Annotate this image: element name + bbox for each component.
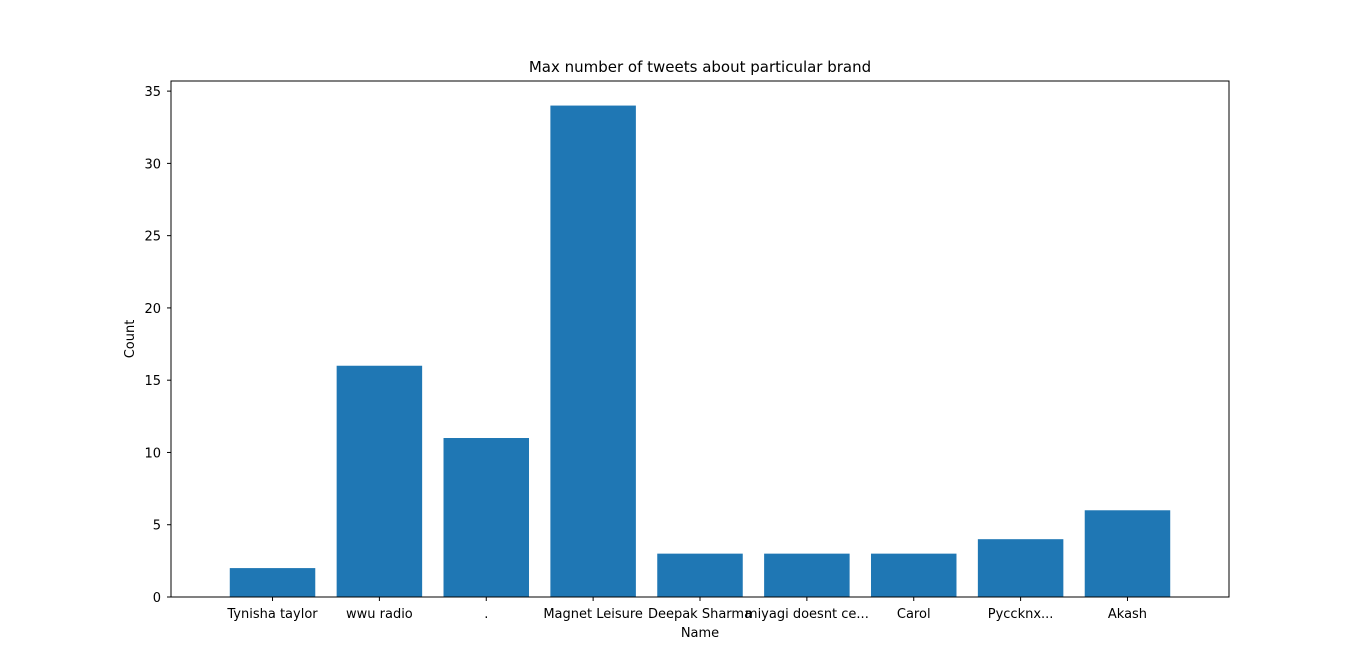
bar <box>977 539 1064 597</box>
x-tick-label: . <box>484 607 488 622</box>
plot-frame <box>170 80 1230 598</box>
y-tick-label: 10 <box>144 446 161 461</box>
x-tick-label: Akash <box>1108 607 1147 622</box>
x-tick-label: Tynisha taylor <box>226 607 318 622</box>
bar <box>870 553 957 597</box>
bar <box>336 365 423 597</box>
x-tick-label: miyagi doesnt ce... <box>745 607 869 622</box>
bar <box>443 438 530 597</box>
bar <box>1084 510 1171 597</box>
x-axis: Tynisha taylor wwu radio. Magnet Leisure De… <box>226 597 1147 622</box>
y-tick-label: 0 <box>153 591 161 606</box>
y-axis: 0 5 10 15 20 25 30 35 <box>144 85 171 606</box>
x-tick-label: Deepak Sharma <box>648 607 752 622</box>
y-tick-label: 5 <box>153 519 161 534</box>
y-tick-label: 20 <box>144 302 161 317</box>
x-tick-label: Pyccknx... <box>988 607 1054 622</box>
bar <box>764 553 850 597</box>
bars-group <box>229 105 1171 598</box>
y-axis-label: Count <box>123 320 138 359</box>
x-tick-label: Carol <box>897 607 931 622</box>
y-tick-label: 35 <box>144 85 161 100</box>
y-tick-label: 15 <box>144 374 161 389</box>
chart-title: Max number of tweets about particular br… <box>529 58 871 76</box>
bar <box>229 568 316 597</box>
x-tick-label: Magnet Leisure <box>543 607 643 622</box>
bar <box>657 553 743 597</box>
y-tick-label: 30 <box>144 157 161 172</box>
y-tick-label: 25 <box>144 230 161 245</box>
x-axis-label: Name <box>681 626 719 641</box>
x-tick-label: wwu radio <box>346 607 413 622</box>
bar <box>550 105 636 598</box>
